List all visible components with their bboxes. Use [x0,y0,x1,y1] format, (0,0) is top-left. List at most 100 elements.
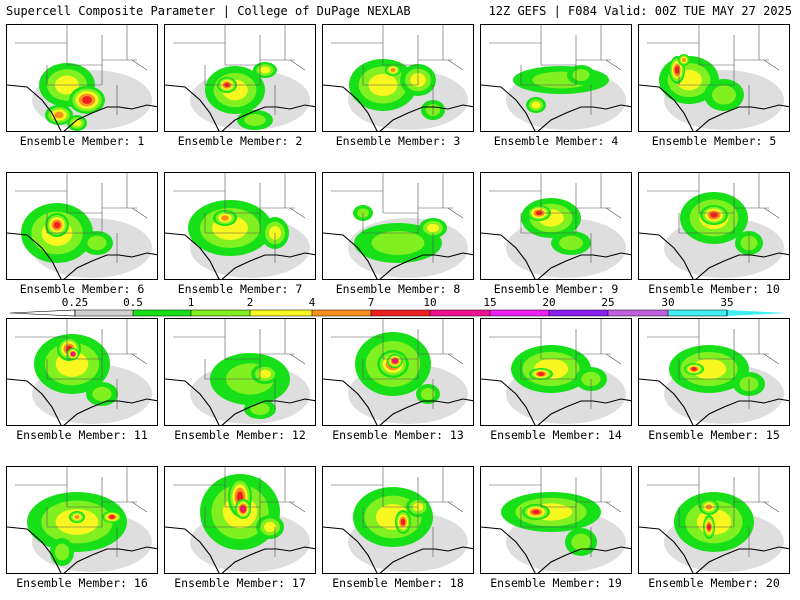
ensemble-member-label: Ensemble Member: 19 [490,576,622,590]
ensemble-member-label: Ensemble Member: 16 [16,576,148,590]
ensemble-panel [164,172,316,280]
scp-field-map [639,319,789,425]
ensemble-member-label: Ensemble Member: 20 [648,576,780,590]
ensemble-panel [6,466,158,574]
scp-contour [221,215,229,221]
scp-field-map [323,319,473,425]
scp-field-map [481,25,631,131]
ensemble-member-label: Ensemble Member: 12 [174,428,306,442]
ensemble-panel [6,318,158,426]
scp-contour [92,386,112,402]
scp-contour [264,521,276,533]
scp-contour [109,515,115,519]
scp-contour [572,69,590,81]
scp-contour [259,369,271,379]
scp-contour [371,231,425,255]
ensemble-panel [6,24,158,132]
scp-contour [682,58,686,62]
scale-segment [312,310,371,316]
scp-contour [427,223,439,233]
scp-field-map [639,467,789,573]
scp-contour [691,367,697,371]
scale-tick-label: 2 [246,296,254,309]
ensemble-member-label: Ensemble Member: 13 [332,428,464,442]
scp-contour [674,66,680,74]
ensemble-member-label: Ensemble Member: 7 [177,282,303,296]
ensemble-panel [164,466,316,574]
scp-contour [712,85,736,105]
scp-contour [531,101,541,109]
ensemble-panel [164,24,316,132]
scale-segment [133,310,191,316]
scale-tick-label: 15 [483,296,497,309]
ensemble-member-label: Ensemble Member: 15 [648,428,780,442]
scp-field-map [323,25,473,131]
scp-contour [532,509,540,515]
ensemble-member-label: Ensemble Member: 8 [335,282,461,296]
scale-segment [668,310,727,316]
scale-segment [490,310,549,316]
ensemble-member-label: Ensemble Member: 11 [16,428,148,442]
scp-contour [54,543,70,561]
ensemble-panel [638,172,790,280]
scp-contour [74,515,80,519]
scp-contour [259,66,271,74]
scale-segment [191,310,250,316]
scp-contour [82,96,92,104]
scp-contour [400,518,406,526]
scp-contour [393,359,397,363]
scp-contour [537,372,545,376]
scale-tick-label: 20 [542,296,556,309]
ensemble-panel [164,318,316,426]
ensemble-panel [6,172,158,280]
scp-contour [710,212,718,218]
scp-field-map [7,319,157,425]
scp-field-map [7,25,157,131]
ensemble-member-label: Ensemble Member: 14 [490,428,622,442]
scp-contour [71,352,75,356]
scale-segment [75,310,133,316]
ensemble-panel [480,172,632,280]
model-run-info: 12Z GEFS | F084 Valid: 00Z TUE MAY 27 20… [488,4,792,18]
scale-segment [250,310,312,316]
scp-contour [571,533,591,551]
scale-tick-label: 35 [720,296,734,309]
scp-field-map [7,467,157,573]
ensemble-member-label: Ensemble Member: 5 [651,134,777,148]
scale-tick-label: 7 [367,296,375,309]
scp-contour [420,388,436,400]
ensemble-member-label: Ensemble Member: 18 [332,576,464,590]
scale-segment [430,310,490,316]
ensemble-panel [638,318,790,426]
ensemble-member-label: Ensemble Member: 10 [648,282,780,296]
scp-contour [250,403,270,415]
scp-contour [53,221,61,229]
scale-segment [549,310,608,316]
scp-field-map [639,25,789,131]
scp-field-map [165,173,315,279]
scp-contour [54,111,64,119]
ensemble-member-label: Ensemble Member: 4 [493,134,619,148]
scp-contour [559,235,583,251]
scale-tick-label: 10 [423,296,437,309]
color-scale-bar [9,309,788,317]
scale-tick-label: 0.5 [123,296,143,309]
ensemble-panel [638,466,790,574]
scale-tick-label: 30 [661,296,675,309]
scp-field-map [481,173,631,279]
scale-tick-label: 4 [308,296,316,309]
ensemble-panel [638,24,790,132]
scp-field-map [165,467,315,573]
map-title: Supercell Composite Parameter | College … [6,4,411,18]
ensemble-member-label: Ensemble Member: 6 [19,282,145,296]
scp-field-map [481,467,631,573]
scale-tick-label: 25 [601,296,615,309]
ensemble-member-label: Ensemble Member: 17 [174,576,306,590]
ensemble-panel [322,172,474,280]
ensemble-member-label: Ensemble Member: 3 [335,134,461,148]
scale-upper-arrow [727,310,788,316]
scp-contour [535,210,543,216]
ensemble-panel [322,318,474,426]
scp-contour [87,235,107,251]
ensemble-panel [322,24,474,132]
